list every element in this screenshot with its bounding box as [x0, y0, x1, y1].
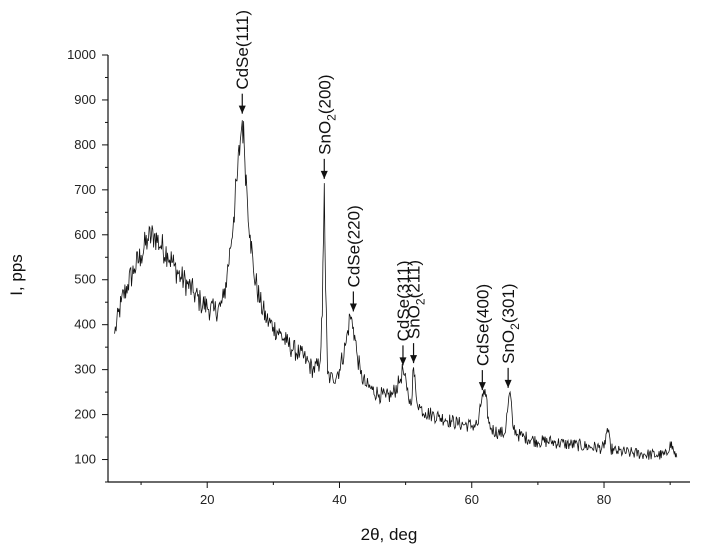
y-tick-label: 500	[74, 272, 96, 287]
peak-label-main: SnO	[405, 305, 424, 339]
axes	[107, 55, 690, 483]
peak-label-index: (200)	[315, 74, 334, 114]
peak-label-main: CdSe(111)	[233, 10, 252, 90]
arrowhead-icon	[349, 303, 357, 312]
peak-label: SnO2(211)	[405, 260, 428, 339]
x-tick-label: 40	[332, 492, 346, 507]
y-tick-label: 100	[74, 452, 96, 467]
peak-label-subscript: 2	[414, 298, 428, 305]
peak-annotation: CdSe(111)	[233, 10, 252, 114]
peak-label-index: (301)	[499, 283, 518, 323]
peak-label: CdSe(311)	[394, 260, 413, 341]
x-tick-label: 80	[597, 492, 611, 507]
peak-label-main: CdSe(220)	[344, 205, 363, 287]
peak-label-main: CdSe(400)	[473, 284, 492, 366]
peak-label-main: SnO	[315, 121, 334, 155]
diffraction-trace	[114, 120, 678, 460]
peak-label: CdSe(220)	[344, 205, 363, 287]
peak-annotation: SnO2(200)	[315, 74, 338, 179]
peak-label: CdSe(111)	[233, 10, 252, 90]
peak-label-subscript: 2	[324, 114, 338, 121]
peak-annotation: CdSe(311)	[394, 260, 413, 366]
arrowhead-icon	[504, 379, 512, 388]
peak-annotation: SnO2(301)	[499, 283, 522, 388]
peak-label: SnO2(301)	[499, 283, 522, 363]
y-tick-label: 700	[74, 182, 96, 197]
peak-label-main: SnO	[499, 330, 518, 364]
peak-annotation: CdSe(400)	[473, 284, 492, 391]
arrowhead-icon	[320, 170, 328, 179]
arrowhead-icon	[238, 105, 246, 114]
peak-annotation: SnO2(211)	[405, 260, 428, 364]
y-axis-title: I, pps	[7, 254, 26, 296]
arrowhead-icon	[399, 357, 407, 366]
y-tick-label: 900	[74, 92, 96, 107]
tick-marks	[102, 54, 671, 488]
y-tick-label: 800	[74, 137, 96, 152]
peak-annotations: CdSe(111)SnO2(200)CdSe(220)CdSe(311)SnO2…	[233, 10, 522, 391]
y-tick-label: 400	[74, 317, 96, 332]
peak-label-main: CdSe(311)	[394, 260, 413, 341]
y-tick-label: 1000	[67, 47, 96, 62]
arrowhead-icon	[410, 355, 418, 364]
tick-labels: 100 200 300 400 500 600 700 800 900 1000 20 40 60 80	[67, 47, 611, 507]
peak-label-subscript: 2	[508, 323, 522, 330]
peak-label: CdSe(400)	[473, 284, 492, 366]
peak-label: SnO2(200)	[315, 74, 338, 154]
x-tick-label: 20	[200, 492, 214, 507]
peak-label-index: (211)	[405, 260, 424, 298]
y-tick-label: 200	[74, 407, 96, 422]
y-tick-label: 300	[74, 362, 96, 377]
peak-annotation: CdSe(220)	[344, 205, 363, 312]
arrowhead-icon	[478, 382, 486, 391]
x-axis-title: 2θ, deg	[361, 525, 418, 544]
x-tick-label: 60	[465, 492, 479, 507]
y-tick-label: 600	[74, 227, 96, 242]
